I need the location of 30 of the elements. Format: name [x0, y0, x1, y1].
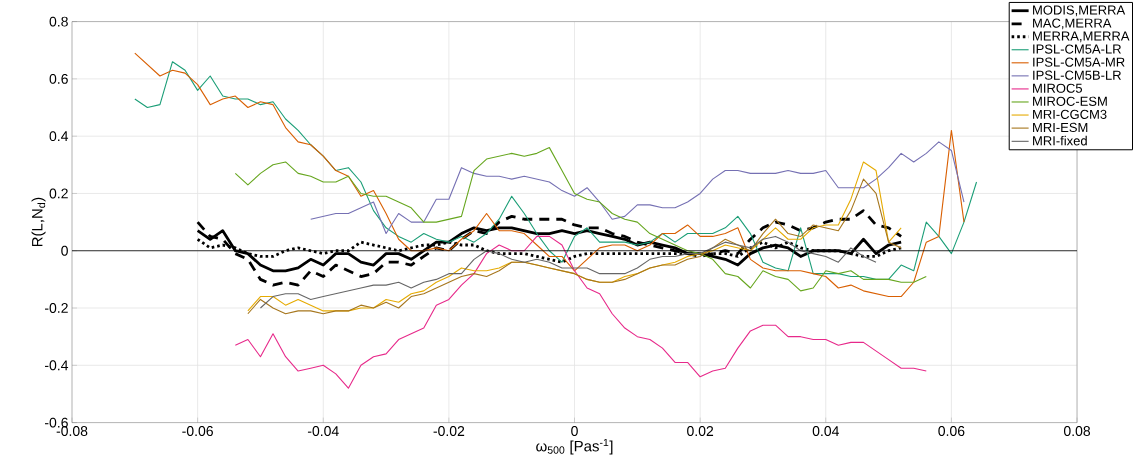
y-axis-title: R(L,N$_{d}$): [31, 197, 46, 247]
legend-label: MRI-fixed: [1033, 135, 1087, 146]
y-tick-label: 0.8: [49, 16, 68, 27]
y-tick-label: -0.4: [44, 360, 69, 371]
legend-label: MAC,MERRA: [1033, 18, 1112, 30]
legend-label: MIROC5: [1033, 83, 1083, 93]
x-tick-label: -0.04: [307, 426, 339, 437]
x-tick-label: 0.06: [938, 426, 965, 437]
x-tick-label: -0.06: [182, 426, 213, 437]
x-tick-label: 0.04: [812, 426, 839, 437]
legend-label: MRI-CGCM3: [1033, 109, 1107, 119]
y-tick-label: 0.2: [49, 188, 68, 199]
legend-label: MODIS,MERRA: [1033, 5, 1126, 17]
x-tick-label: 0.08: [1063, 426, 1091, 437]
x-tick-label: 0: [571, 426, 578, 437]
x-tick-label: -0.08: [56, 426, 88, 437]
legend-label: IPSL-CM5B-LR: [1033, 70, 1121, 80]
y-tick-label: 0: [61, 245, 68, 256]
x-tick-label: 0.02: [687, 426, 714, 437]
legend-label: MIROC-ESM: [1033, 96, 1107, 106]
y-tick-label: -0.6: [44, 417, 68, 428]
legend-label: MERRA,MERRA: [1033, 31, 1130, 43]
legend-label: MRI-ESM: [1033, 122, 1088, 133]
y-tick-label: -0.2: [44, 303, 68, 313]
x-axis-title: ω$_{500}$ [Pas$^{-1}$]: [536, 438, 613, 455]
y-tick-label: 0.4: [49, 131, 69, 142]
x-tick-label: -0.02: [433, 426, 465, 437]
legend-label: IPSL-CM5A-MR: [1033, 57, 1125, 67]
y-tick-label: 0.6: [49, 73, 68, 84]
legend-label: IPSL-CM5A-LR: [1033, 44, 1121, 54]
